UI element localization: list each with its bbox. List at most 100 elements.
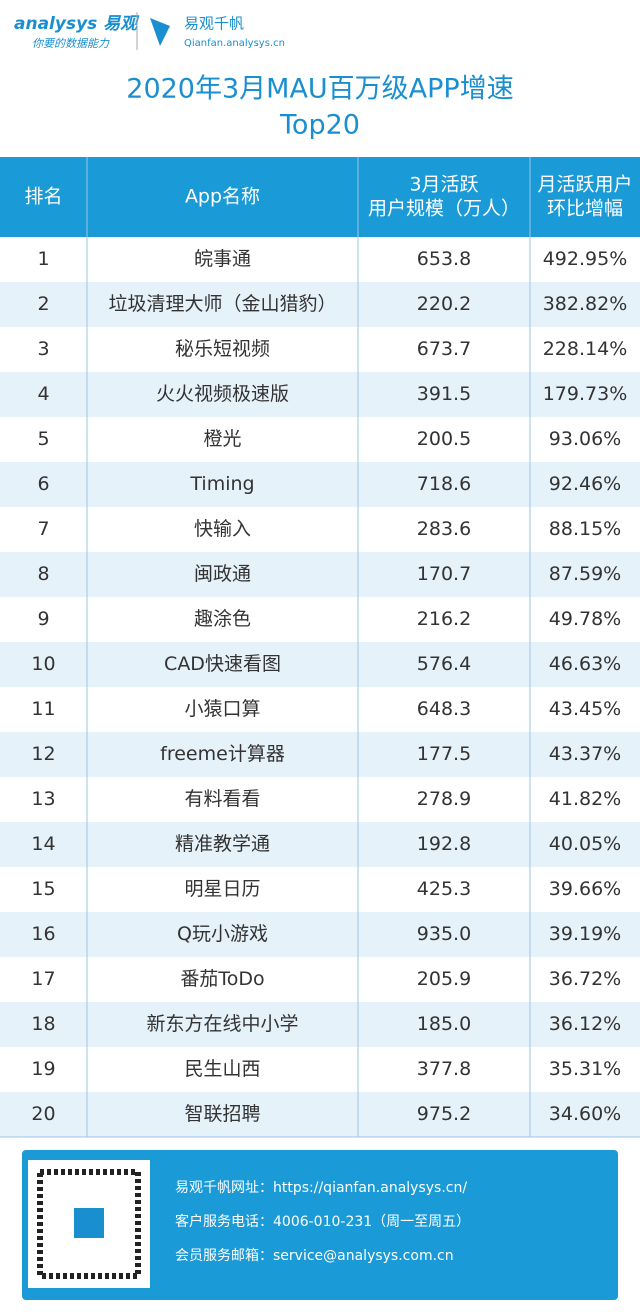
cell: 皖事通 <box>194 248 251 270</box>
cell: 有料看看 <box>184 788 260 810</box>
header-cell: App名称 <box>185 186 260 208</box>
cell: 382.82% <box>543 293 628 315</box>
row-bg <box>0 687 640 732</box>
row-bg <box>0 822 640 867</box>
cell: 179.73% <box>543 383 628 405</box>
cell: 36.72% <box>549 968 621 990</box>
row-bg <box>0 552 640 597</box>
cell: 13 <box>31 788 55 810</box>
row-bg <box>0 372 640 417</box>
cell: 177.5 <box>417 743 471 765</box>
cell: CAD快速看图 <box>164 653 281 675</box>
cell: 20 <box>31 1103 55 1125</box>
cell: 新东方在线中小学 <box>146 1013 298 1035</box>
cell: 185.0 <box>417 1013 471 1035</box>
cell: 425.3 <box>417 878 471 900</box>
cell: 18 <box>31 1013 55 1035</box>
cell: 17 <box>31 968 55 990</box>
cell: 12 <box>31 743 55 765</box>
row-bg <box>0 462 640 507</box>
cell: 34.60% <box>549 1103 621 1125</box>
cell: 36.12% <box>549 1013 621 1035</box>
cell: 935.0 <box>417 923 471 945</box>
row-bg <box>0 507 640 552</box>
cell: 216.2 <box>417 608 471 630</box>
cell: 4 <box>37 383 49 405</box>
cell: 46.63% <box>549 653 621 675</box>
header-cell: 用户规模（万人） <box>368 198 520 220</box>
logo-product: 易观千帆 <box>184 15 244 33</box>
title: 2020年3月MAU百万级APP增速 <box>126 74 513 105</box>
footer-line: 会员服务邮箱：service@analysys.com.cn <box>175 1248 454 1264</box>
cell: 9 <box>37 608 49 630</box>
cell: 橙光 <box>203 428 241 450</box>
cell: 15 <box>31 878 55 900</box>
row-bg <box>0 867 640 912</box>
cell: 39.66% <box>549 878 621 900</box>
footer-bg <box>22 1150 618 1300</box>
cell: 975.2 <box>417 1103 471 1125</box>
cell: freeme计算器 <box>160 743 285 765</box>
cell: 明星日历 <box>184 878 260 900</box>
cell: 番茄ToDo <box>180 968 264 990</box>
cell: 5 <box>37 428 49 450</box>
cell: 283.6 <box>417 518 471 540</box>
cell: Timing <box>189 473 254 495</box>
cell: 40.05% <box>549 833 621 855</box>
cell: 民生山西 <box>184 1058 260 1080</box>
logo-slogan: 你要的数据能力 <box>32 37 110 50</box>
row-bg <box>0 777 640 822</box>
row-bg <box>0 327 640 372</box>
cell: 648.3 <box>417 698 471 720</box>
cell: 垃圾清理大师（金山猎豹） <box>108 293 336 315</box>
row-bg <box>0 1047 640 1092</box>
cell: 278.9 <box>417 788 471 810</box>
cell: 49.78% <box>549 608 621 630</box>
cell: 87.59% <box>549 563 621 585</box>
cell: 653.8 <box>417 248 471 270</box>
logo-icon <box>150 18 170 46</box>
row-bg <box>0 1002 640 1047</box>
row-bg <box>0 1092 640 1137</box>
footer-line: 易观千帆网址：https://qianfan.analysys.cn/ <box>175 1180 467 1196</box>
cell: 41.82% <box>549 788 621 810</box>
header-cell: 月活跃用户 <box>537 174 632 196</box>
cell: 205.9 <box>417 968 471 990</box>
row-bg <box>0 237 640 282</box>
cell: 2 <box>37 293 49 315</box>
table-header-bg <box>0 157 640 237</box>
cell: 19 <box>31 1058 55 1080</box>
cell: 92.46% <box>549 473 621 495</box>
cell: 10 <box>31 653 55 675</box>
logo-site: Qianfan.analysys.cn <box>184 38 285 49</box>
header-cell: 3月活跃 <box>409 174 478 196</box>
cell: 170.7 <box>417 563 471 585</box>
row-bg <box>0 732 640 777</box>
row-bg <box>0 282 640 327</box>
cell: 391.5 <box>417 383 471 405</box>
cell: 673.7 <box>417 338 471 360</box>
cell: 228.14% <box>543 338 628 360</box>
logo-brand: analysys 易观 <box>14 14 140 34</box>
footer-line: 客户服务电话：4006-010-231（周一至周五） <box>175 1213 470 1230</box>
cell: 3 <box>37 338 49 360</box>
cell: 43.37% <box>549 743 621 765</box>
row-bg <box>0 912 640 957</box>
cell: 精准教学通 <box>175 833 270 855</box>
row-bg <box>0 642 640 687</box>
row-bg <box>0 597 640 642</box>
cell: 492.95% <box>543 248 628 270</box>
cell: 火火视频极速版 <box>156 383 289 405</box>
cell: 闽政通 <box>194 563 251 585</box>
cell: 14 <box>31 833 55 855</box>
cell: 35.31% <box>549 1058 621 1080</box>
cell: 16 <box>31 923 55 945</box>
cell: Q玩小游戏 <box>177 923 268 945</box>
cell: 小猿口算 <box>184 698 260 720</box>
qr-logo <box>74 1208 104 1238</box>
cell: 43.45% <box>549 698 621 720</box>
cell: 7 <box>37 518 49 540</box>
cell: 快输入 <box>194 518 251 540</box>
cell: 6 <box>37 473 49 495</box>
